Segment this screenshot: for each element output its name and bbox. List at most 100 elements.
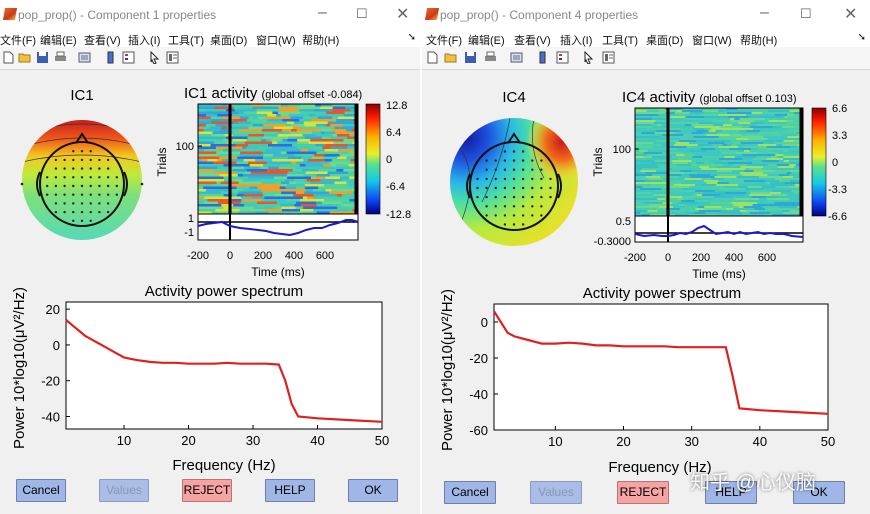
pointer-icon[interactable] <box>582 51 595 64</box>
ok-button[interactable]: OK <box>348 479 398 502</box>
erp-pixel <box>678 190 696 193</box>
menu-window[interactable]: 窗口(W) <box>692 35 732 47</box>
reject-button[interactable]: REJECT <box>617 481 669 504</box>
menu-edit[interactable]: 编辑(E) <box>40 35 77 47</box>
menu-help[interactable]: 帮助(H) <box>740 35 778 47</box>
erp-pixel <box>718 114 731 117</box>
erp-pixel <box>684 124 692 127</box>
erp-pixel <box>237 156 264 160</box>
erp-pixel <box>782 212 802 215</box>
x-tick-label: 50 <box>375 433 389 448</box>
erp-pixel <box>315 114 332 117</box>
menu-edit[interactable]: 编辑(E) <box>468 35 505 47</box>
ok-button[interactable]: OK <box>793 481 845 504</box>
erp-pixel <box>639 172 646 175</box>
menu-file[interactable]: 文件(F) <box>426 35 463 47</box>
close-icon[interactable]: ✕ <box>844 6 858 23</box>
menu-view[interactable]: 查看(V) <box>514 35 551 47</box>
electrode-dot <box>485 205 488 208</box>
save-icon[interactable] <box>36 51 49 64</box>
menu-tools[interactable]: 工具(T) <box>168 35 205 47</box>
electrode-dot <box>521 195 525 199</box>
x-tick-label: 10 <box>548 434 562 449</box>
electrode-dot <box>494 214 497 217</box>
erp-pixel <box>788 156 803 159</box>
erp-pixel <box>232 179 244 182</box>
erp-pixel <box>635 190 656 193</box>
erp-pixel <box>266 139 271 142</box>
erp-pixel <box>330 164 337 167</box>
erp-pixel <box>198 111 224 115</box>
erp-pixel <box>761 186 776 189</box>
property-editor-icon[interactable] <box>602 51 615 64</box>
new-figure-icon[interactable] <box>2 51 15 64</box>
cancel-button[interactable]: Cancel <box>16 479 66 502</box>
reject-button[interactable]: REJECT <box>182 479 232 502</box>
electrode-dot <box>115 184 119 188</box>
cancel-button[interactable]: Cancel <box>444 481 496 504</box>
erp-pixel <box>303 121 328 125</box>
menu-insert[interactable]: 插入(I) <box>128 35 161 47</box>
link-plot-icon[interactable] <box>510 51 523 64</box>
erp-pixel <box>793 176 800 179</box>
erp-pixel <box>642 214 650 217</box>
erp-pixel <box>782 144 798 147</box>
values-button[interactable]: Values <box>530 481 582 504</box>
help-button[interactable]: HELP <box>265 479 315 502</box>
open-file-icon[interactable] <box>18 51 31 64</box>
erp-pixel <box>256 109 280 112</box>
erp-pixel <box>213 171 236 175</box>
legend-icon[interactable] <box>556 51 569 64</box>
title-bar: pop_prop() - Component 4 properties – ☐ … <box>422 0 870 30</box>
colorbar-icon[interactable] <box>536 51 549 64</box>
dock-arrow-icon[interactable]: ➘ <box>857 32 866 43</box>
help-button[interactable]: HELP <box>705 481 757 504</box>
menu-desktop[interactable]: 桌面(D) <box>646 35 684 47</box>
menu-help[interactable]: 帮助(H) <box>302 35 340 47</box>
y-tick-label: -20 <box>41 374 60 389</box>
legend-icon[interactable] <box>122 51 135 64</box>
electrode-dot <box>72 210 75 214</box>
erp-pixel <box>786 120 794 123</box>
erp-pixel <box>203 164 224 167</box>
values-button[interactable]: Values <box>99 479 149 502</box>
menu-window[interactable]: 窗口(W) <box>256 35 296 47</box>
save-icon[interactable] <box>464 51 477 64</box>
erp-pixel <box>234 184 256 187</box>
open-file-icon[interactable] <box>444 51 457 64</box>
erp-pixel <box>676 110 683 113</box>
erp-pixel <box>331 129 347 132</box>
maximize-icon[interactable]: ☐ <box>800 6 812 21</box>
erp-pixel <box>294 204 301 207</box>
erp-pixel <box>710 128 731 131</box>
property-editor-icon[interactable] <box>166 51 179 64</box>
erp-pixel <box>718 110 723 113</box>
menu-desktop[interactable]: 桌面(D) <box>210 35 248 47</box>
minimize-icon[interactable]: – <box>760 4 769 21</box>
erp-pixel <box>223 206 230 210</box>
menu-tools[interactable]: 工具(T) <box>602 35 639 47</box>
print-icon[interactable] <box>54 51 67 64</box>
erp-pixel <box>334 126 356 130</box>
erp-pixel <box>221 104 228 107</box>
pointer-icon[interactable] <box>148 51 161 64</box>
new-figure-icon[interactable] <box>426 51 439 64</box>
maximize-icon[interactable]: ☐ <box>356 6 368 21</box>
erp-pixel <box>211 119 234 122</box>
erp-pixel <box>712 108 719 111</box>
erp-pixel <box>635 154 647 157</box>
electrode-dot <box>89 193 92 196</box>
minimize-icon[interactable]: – <box>318 4 327 21</box>
menu-view[interactable]: 查看(V) <box>84 35 121 47</box>
dock-arrow-icon[interactable]: ➘ <box>407 32 416 43</box>
erp-pixel <box>717 132 737 135</box>
erp-pixel <box>198 171 214 175</box>
print-icon[interactable] <box>484 51 497 64</box>
menu-insert[interactable]: 插入(I) <box>560 35 593 47</box>
erp-pixel <box>635 196 654 199</box>
link-plot-icon[interactable] <box>78 51 91 64</box>
close-icon[interactable]: ✕ <box>396 6 410 23</box>
colorbar-icon[interactable] <box>104 51 117 64</box>
erp-pixel <box>342 201 358 205</box>
menu-file[interactable]: 文件(F) <box>0 35 37 47</box>
